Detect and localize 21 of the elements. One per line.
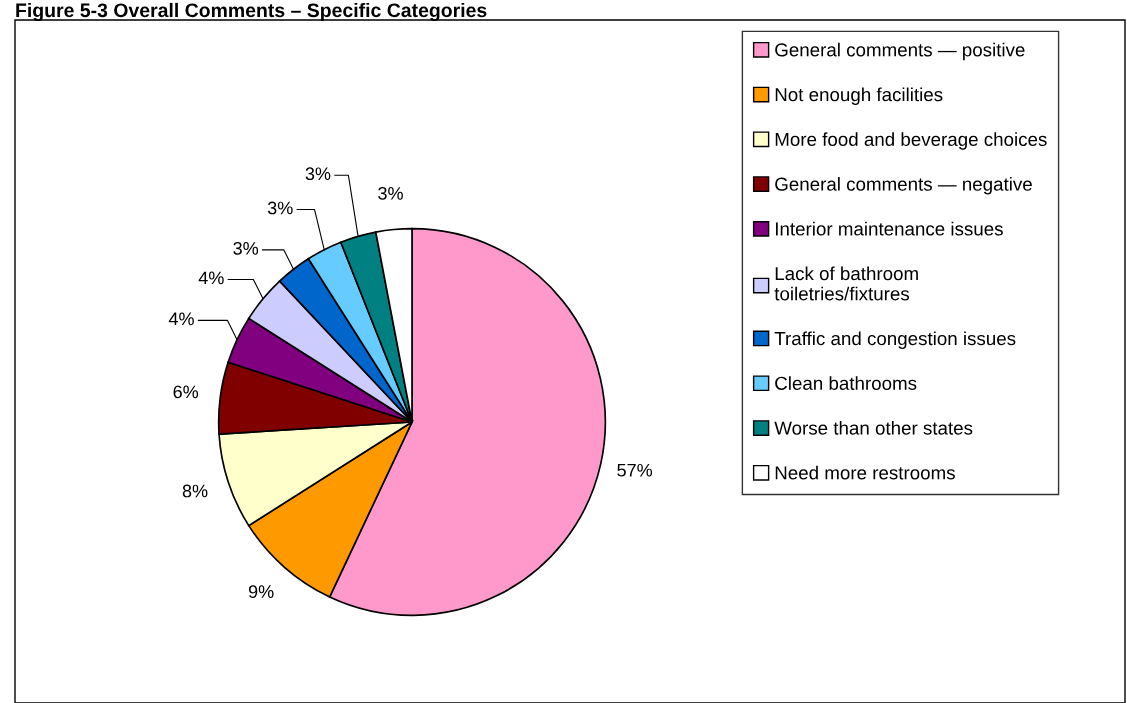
chart-title: Figure 5-3 Overall Comments – Specific Categories (16, 2, 487, 22)
legend-label: Clean bathrooms (775, 376, 917, 390)
data-label: 9% (248, 585, 274, 598)
data-label: 3% (305, 167, 331, 181)
data-label: 4% (198, 271, 224, 285)
data-label: 6% (173, 385, 199, 399)
legend-label: General comments — negative (775, 177, 1032, 195)
data-label: 57% (617, 463, 653, 477)
legend-label: More food and beverage choices (775, 132, 1047, 150)
legend-label: Worse than other states (774, 420, 973, 435)
data-label: 4% (168, 312, 194, 326)
legend-label: Need more restrooms (775, 465, 955, 480)
legend-label: Traffic and congestion issues (774, 331, 1016, 349)
legend-label: Interior maintenance issues (775, 221, 1003, 236)
data-label: 3% (267, 201, 293, 215)
data-label: 3% (233, 241, 259, 255)
legend-label: Not enough facilities (775, 87, 943, 105)
legend-label: Lack of bathroom toiletries/fixtures (774, 266, 918, 301)
data-label: 3% (378, 186, 403, 200)
legend-label: General comments — positive (775, 42, 1025, 61)
data-label: 8% (182, 484, 208, 498)
